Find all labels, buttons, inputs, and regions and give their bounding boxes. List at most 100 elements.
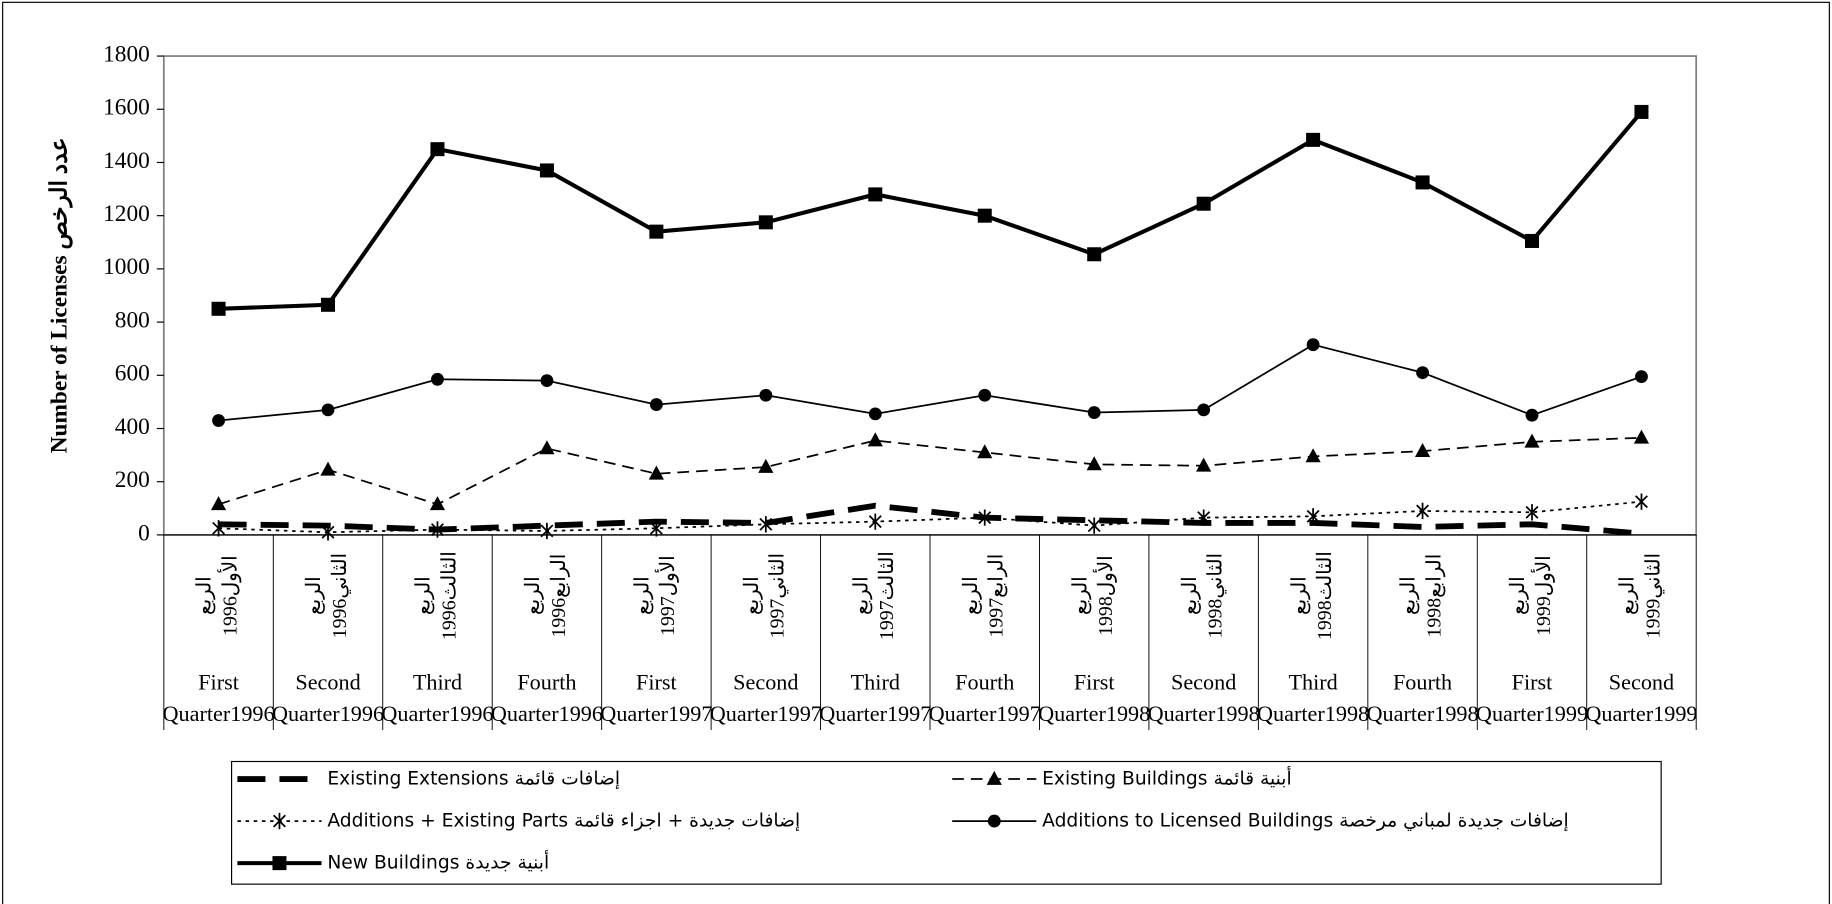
x-tick-label-line: Quarter1998: [1257, 701, 1369, 726]
x-tick-label-arabic: الربعالثالث1997: [850, 551, 898, 640]
x-tick-label-arabic: الربعالأول1997: [631, 555, 679, 636]
marker-triangle: [867, 432, 883, 447]
marker-circle: [321, 403, 335, 417]
x-tick-label: Second Quarter1996: [272, 670, 384, 727]
x-tick-label: Third Quarter1998: [1257, 670, 1369, 727]
x-tick-label-arabic-line: الثاني1998: [1204, 553, 1226, 638]
marker-asterisk: [1635, 493, 1648, 510]
marker-circle: [1416, 366, 1429, 380]
series-line: [218, 110, 1644, 311]
x-tick-label-arabic-line: الربع: [1616, 576, 1638, 615]
x-tick-label-arabic-line: الربع: [193, 576, 215, 615]
legend-label: Additions + Existing Parts إضافات جديدة …: [327, 811, 800, 832]
legend-item: Additions to Licensed Buildings إضافات ج…: [952, 811, 1569, 832]
y-tick-label: 1400: [103, 148, 150, 174]
x-tick-label: Second Quarter1997: [710, 670, 822, 727]
marker-asterisk: [649, 520, 663, 537]
marker-asterisk: [1087, 517, 1101, 534]
marker-circle: [987, 814, 1001, 828]
x-tick-label-arabic: الربعالأول1998: [1069, 555, 1117, 636]
marker-triangle: [1196, 457, 1212, 472]
x-tick-label: Fourth Quarter1998: [1366, 670, 1478, 727]
x-tick-label-arabic-line: الربع: [522, 576, 544, 615]
x-tick-label-line: Third: [1288, 670, 1337, 695]
x-tick-label-arabic: الربعالأول1999: [1507, 555, 1555, 636]
x-tick-label-line: First: [1512, 670, 1554, 695]
marker-asterisk: [868, 513, 882, 530]
marker-circle: [1087, 406, 1101, 419]
x-tick-label-line: Quarter1996: [162, 701, 274, 726]
marker-circle: [1197, 403, 1211, 417]
marker-asterisk: [321, 524, 335, 541]
marker-circle: [1306, 338, 1320, 352]
x-tick-label: Fourth Quarter1996: [491, 670, 603, 727]
x-tick-label-line: Fourth: [517, 670, 576, 695]
x-tick-label-line: Second: [1609, 670, 1674, 695]
marker-square: [272, 856, 287, 871]
x-tick-label-arabic: الربعالثاني1997: [741, 553, 789, 638]
y-tick-label: 800: [115, 307, 150, 333]
marker-circle: [431, 372, 444, 386]
x-tick-label-arabic-line: الربع: [1178, 576, 1200, 615]
legend-label: New Buildings أبنية جديدة: [327, 850, 549, 874]
x-tick-label-line: Quarter1997: [819, 701, 931, 726]
marker-triangle: [1633, 429, 1650, 444]
x-tick-label-line: Second: [295, 670, 360, 695]
legend-item: Additions + Existing Parts إضافات جديدة …: [237, 811, 800, 832]
x-tick-label-arabic-line: الربع: [1288, 576, 1310, 615]
x-tick-label-arabic: الربعالرابع1997: [959, 554, 1007, 638]
x-tick-label: Third Quarter1997: [819, 670, 931, 727]
marker-asterisk: [1416, 502, 1430, 520]
marker-circle: [759, 388, 773, 402]
legend-item: Existing Buildings أبنية قائمة: [952, 766, 1292, 790]
x-tick-label-line: Fourth: [955, 670, 1014, 695]
marker-asterisk: [1525, 504, 1539, 521]
marker-square: [977, 208, 992, 223]
marker-circle: [540, 374, 554, 388]
marker-triangle: [1086, 456, 1102, 471]
y-tick-label: 1200: [103, 201, 150, 227]
x-tick-label-arabic-line: الثاني1999: [1642, 553, 1664, 638]
x-tick-label: Fourth Quarter1997: [929, 670, 1041, 727]
marker-asterisk: [1306, 508, 1320, 525]
x-tick-label-line: Fourth: [1393, 670, 1452, 695]
x-tick-label-line: First: [198, 670, 240, 695]
y-tick-label: 600: [115, 361, 150, 387]
x-tick-label-arabic: الربعالثاني1996: [303, 553, 351, 638]
x-tick-label-line: Quarter1996: [381, 701, 493, 726]
marker-triangle: [210, 496, 227, 511]
marker-square: [211, 301, 226, 316]
series-line: [218, 502, 1642, 537]
x-tick-label-line: Quarter1997: [929, 701, 1041, 726]
x-tick-label-arabic: الربعالرابع1996: [522, 554, 570, 638]
x-tick-label-arabic-line: الربع: [741, 576, 763, 615]
legend-item: Existing Extensions إضافات قائمة: [237, 769, 620, 790]
marker-square: [539, 163, 554, 178]
marker-triangle: [1305, 448, 1321, 463]
marker-asterisk: [431, 521, 444, 538]
x-tick-label-line: Quarter1998: [1038, 701, 1150, 726]
x-tick-label: First Quarter1998: [1038, 670, 1150, 727]
x-tick-label-arabic-line: الأول1998: [1092, 555, 1117, 636]
x-tick-label-arabic-line: الربع: [1507, 576, 1529, 615]
x-tick-label-arabic-line: الثالث1997: [876, 551, 898, 640]
marker-square: [430, 142, 445, 157]
marker-square: [1306, 132, 1321, 147]
x-tick-label-arabic-line: الرابع1997: [985, 554, 1007, 638]
y-axis-label: Number of Licenses عدد الرخص: [46, 138, 73, 454]
y-tick-label: 1800: [103, 41, 150, 67]
x-tick-label: Third Quarter1996: [381, 670, 493, 727]
x-tick-label-line: Quarter1997: [600, 701, 712, 726]
x-tick-label-arabic-line: الربع: [1069, 576, 1091, 615]
marker-square: [1415, 175, 1430, 190]
x-tick-label: Second Quarter1999: [1585, 670, 1697, 727]
x-tick-label-arabic-line: الربع: [850, 576, 872, 615]
series-line: [218, 436, 1642, 506]
marker-asterisk: [978, 509, 992, 526]
x-tick-label-arabic-line: الثالث1998: [1314, 551, 1336, 640]
marker-asterisk: [212, 520, 226, 537]
series-line: [218, 500, 1642, 534]
marker-triangle: [320, 461, 336, 476]
marker-square: [1087, 247, 1102, 262]
